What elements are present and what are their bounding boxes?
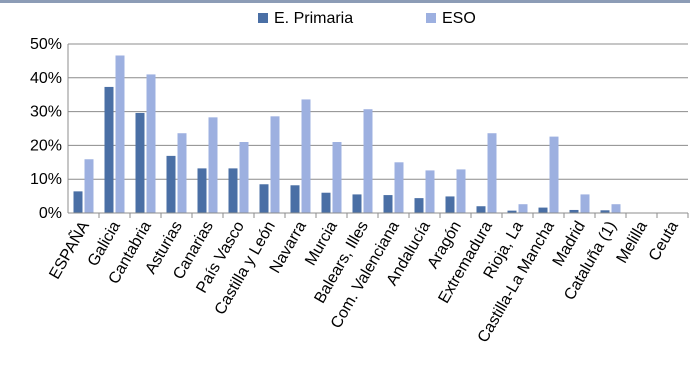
bar-eso <box>611 204 621 213</box>
legend: E. Primaria ESO <box>258 10 476 27</box>
y-tick-label: 10% <box>30 171 62 188</box>
y-tick-label: 20% <box>30 137 62 154</box>
legend-label: ESO <box>442 10 476 27</box>
title-strip <box>0 0 690 3</box>
y-tick-label: 30% <box>30 104 62 121</box>
bar-eso <box>456 169 466 213</box>
y-tick-label: 50% <box>30 36 62 53</box>
axes <box>67 44 689 218</box>
bar-eso <box>84 159 94 213</box>
bar-primaria <box>476 206 486 213</box>
bar-primaria <box>290 185 300 213</box>
bar-eso <box>394 162 404 213</box>
legend-swatch <box>426 13 436 23</box>
bar-eso <box>239 142 249 213</box>
bar-primaria <box>166 155 176 213</box>
bar-eso <box>146 74 156 213</box>
bar-eso <box>487 133 497 213</box>
bar-primaria <box>321 192 331 213</box>
bar-primaria <box>600 210 610 213</box>
bar-primaria <box>507 210 517 213</box>
bar-primaria <box>259 184 269 213</box>
legend-label: E. Primaria <box>274 10 353 27</box>
bar-eso <box>115 55 125 213</box>
bar-eso <box>425 170 435 213</box>
bar-eso <box>301 99 311 213</box>
bar-primaria <box>73 191 83 213</box>
x-tick-label: Ceuta <box>646 218 682 264</box>
bar-eso <box>549 136 559 213</box>
legend-swatch <box>258 13 268 23</box>
bar-eso <box>580 194 590 213</box>
bar-primaria <box>569 209 579 213</box>
bar-eso <box>518 204 528 213</box>
bar-eso <box>177 133 187 213</box>
bars <box>73 55 621 213</box>
bar-primaria <box>538 207 548 213</box>
bar-eso <box>363 109 373 213</box>
bar-primaria <box>197 168 207 213</box>
bar-eso <box>208 117 218 213</box>
bar-primaria <box>445 196 455 213</box>
bar-primaria <box>352 194 362 213</box>
x-tick-label: ESPAÑA <box>44 217 93 282</box>
bar-eso <box>270 116 280 213</box>
tick-labels: 0%10%20%30%40%50%ESPAÑAGaliciaCantabriaA… <box>30 36 682 346</box>
gridlines <box>68 43 688 180</box>
y-tick-label: 0% <box>39 205 62 222</box>
bar-primaria <box>104 86 114 213</box>
bar-primaria <box>228 168 238 213</box>
y-tick-label: 40% <box>30 70 62 87</box>
bar-eso <box>332 142 342 213</box>
x-tick-label: Melilla <box>614 218 651 266</box>
bar-primaria <box>383 195 393 213</box>
bar-primaria <box>414 198 424 213</box>
bar-primaria <box>135 112 145 213</box>
